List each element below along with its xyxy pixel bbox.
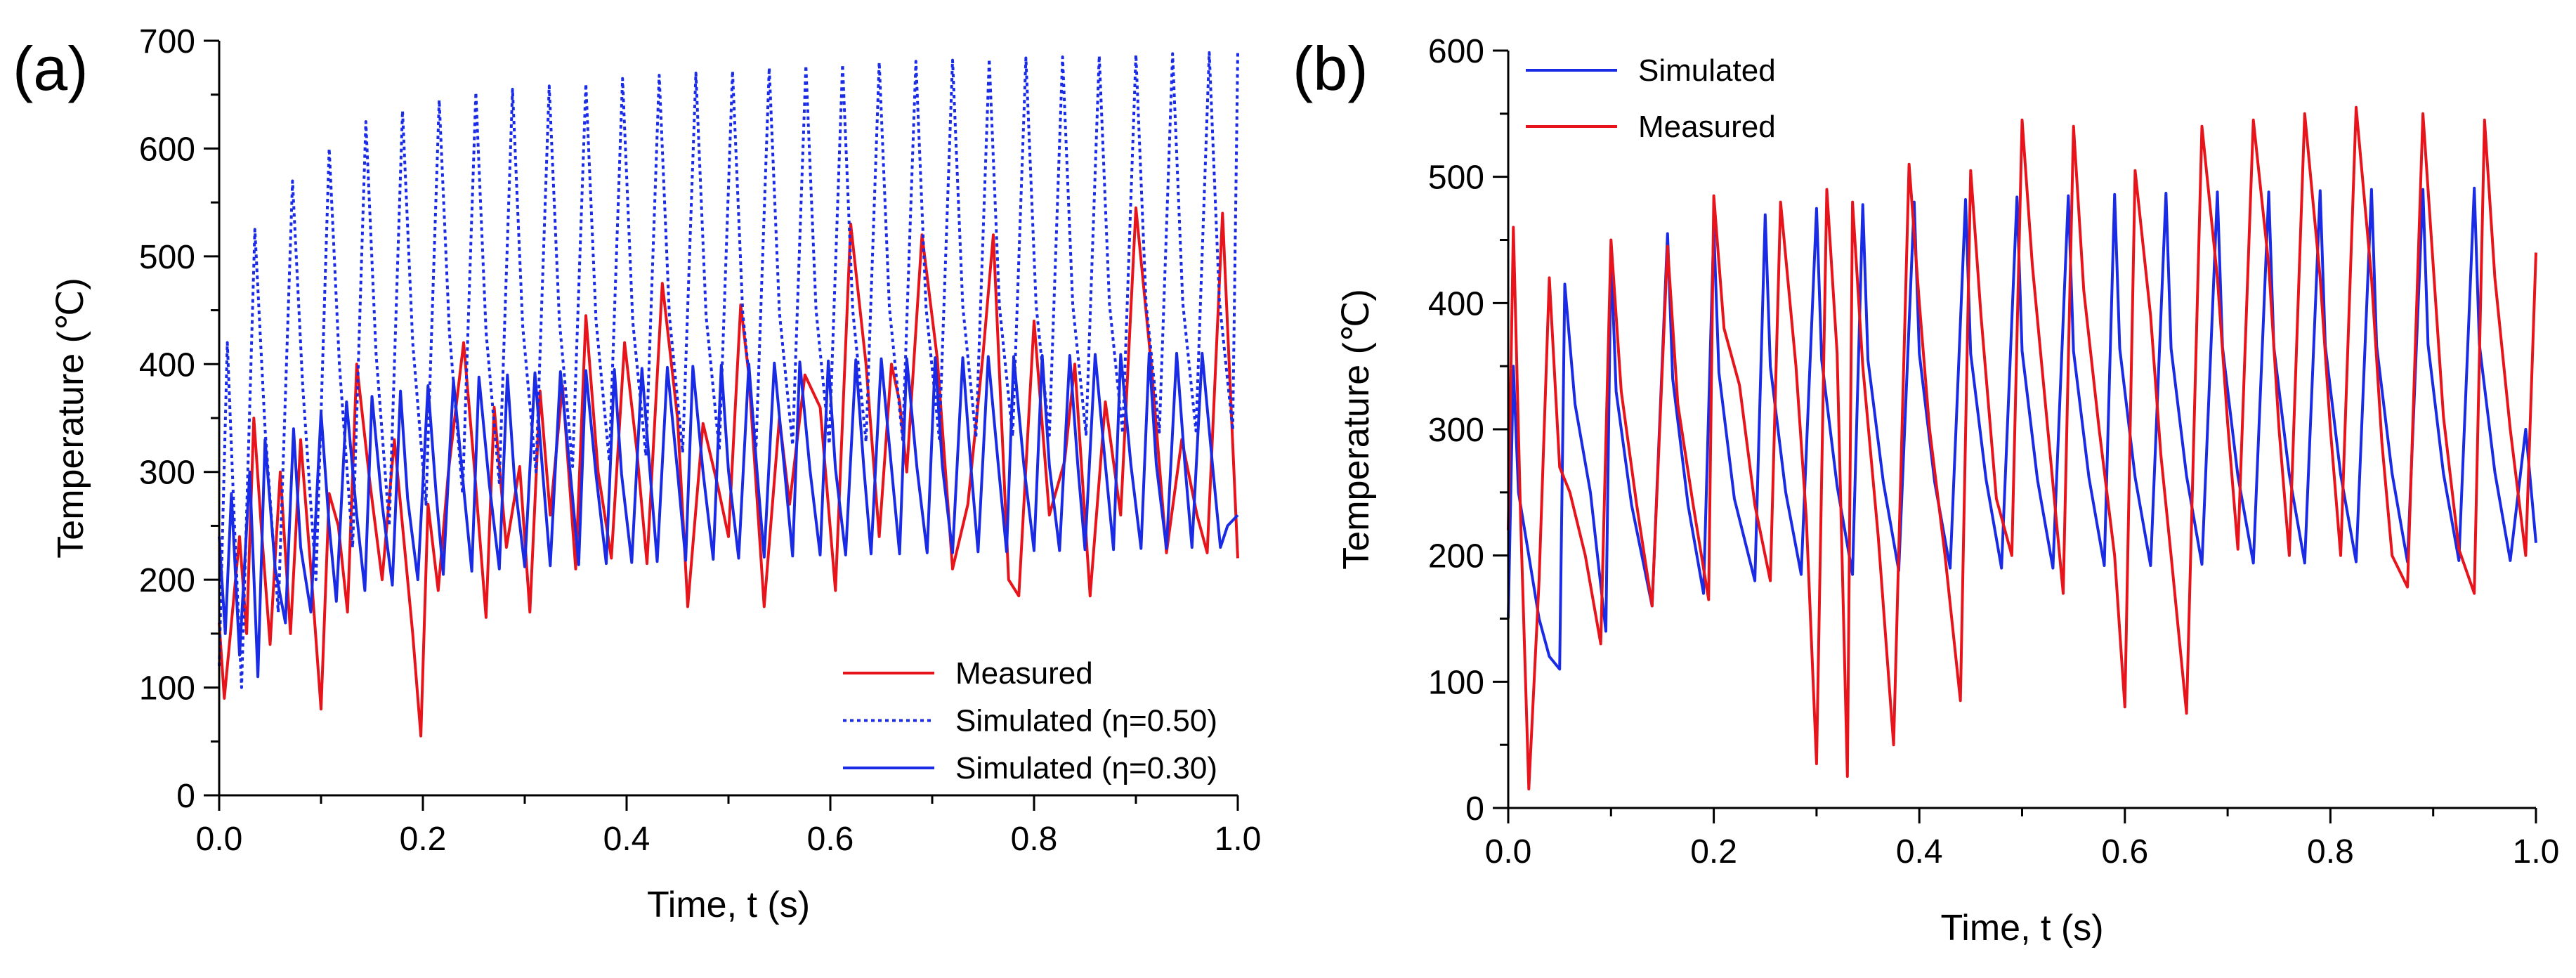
legend-label: Measured (955, 656, 1093, 691)
series-line-2 (1507, 105, 2537, 790)
x-tick-label: 1.0 (1215, 821, 1262, 858)
y-tick-label: 600 (1428, 33, 1484, 70)
legend-label: Simulated (η=0.30) (955, 751, 1217, 785)
y-tick-label: 200 (139, 562, 195, 599)
y-tick-label: 200 (1428, 538, 1484, 575)
y-tick-label: 0 (176, 778, 195, 815)
y-tick-label: 300 (139, 455, 195, 492)
y-tick-label: 500 (139, 239, 195, 276)
x-tick-label: 0.0 (1485, 833, 1532, 871)
x-tick-label: 0.8 (2307, 833, 2354, 871)
x-tick-label: 0.6 (2101, 833, 2148, 871)
x-tick-label: 0.2 (1690, 833, 1737, 871)
y-tick-label: 400 (139, 346, 195, 384)
x-tick-label: 0.2 (400, 821, 447, 858)
y-axis-title: Temperature (℃) (1336, 289, 1377, 569)
legend-label: Simulated (η=0.50) (955, 704, 1217, 738)
series-line-2 (218, 51, 1239, 689)
x-tick-label: 0.8 (1011, 821, 1058, 858)
legend: Measured Simulated (η=0.50) Simulated (η=0… (843, 656, 1217, 785)
y-tick-label: 400 (1428, 285, 1484, 322)
y-tick-label: 700 (139, 23, 195, 60)
x-tick-label: 0.6 (807, 821, 854, 858)
legend-label: Measured (1638, 110, 1776, 144)
x-tick-label: 0.0 (196, 821, 243, 858)
y-tick-label: 500 (1428, 159, 1484, 197)
y-tick-label: 600 (139, 131, 195, 168)
y-axis-title: Temperature (℃) (51, 278, 91, 558)
legend: Simulated Measured (1526, 53, 1776, 144)
y-tick-label: 0 (1465, 790, 1484, 828)
panel-label: (b) (1293, 34, 1368, 103)
panel-b: 0.0 0.2 0.4 0.6 0.8 1.0 0 100 200 300 400 500 600 Tim… (1293, 33, 2559, 948)
x-tick-label: 0.4 (1896, 833, 1943, 871)
legend-label: Simulated (1638, 53, 1776, 88)
series-line-3 (218, 351, 1239, 679)
x-axis-title: Time, t (s) (647, 885, 810, 925)
panel-a: 0.0 0.2 0.4 0.6 0.8 1.0 0 100 200 300 400 500 600 700… (13, 23, 1261, 925)
y-tick-label: 100 (1428, 664, 1484, 701)
y-tick-label: 300 (1428, 412, 1484, 449)
y-tick-label: 100 (139, 670, 195, 708)
x-tick-label: 1.0 (2513, 833, 2560, 871)
x-axis-title: Time, t (s) (1940, 908, 2103, 948)
x-tick-label: 0.4 (603, 821, 650, 858)
panel-label: (a) (13, 34, 89, 103)
